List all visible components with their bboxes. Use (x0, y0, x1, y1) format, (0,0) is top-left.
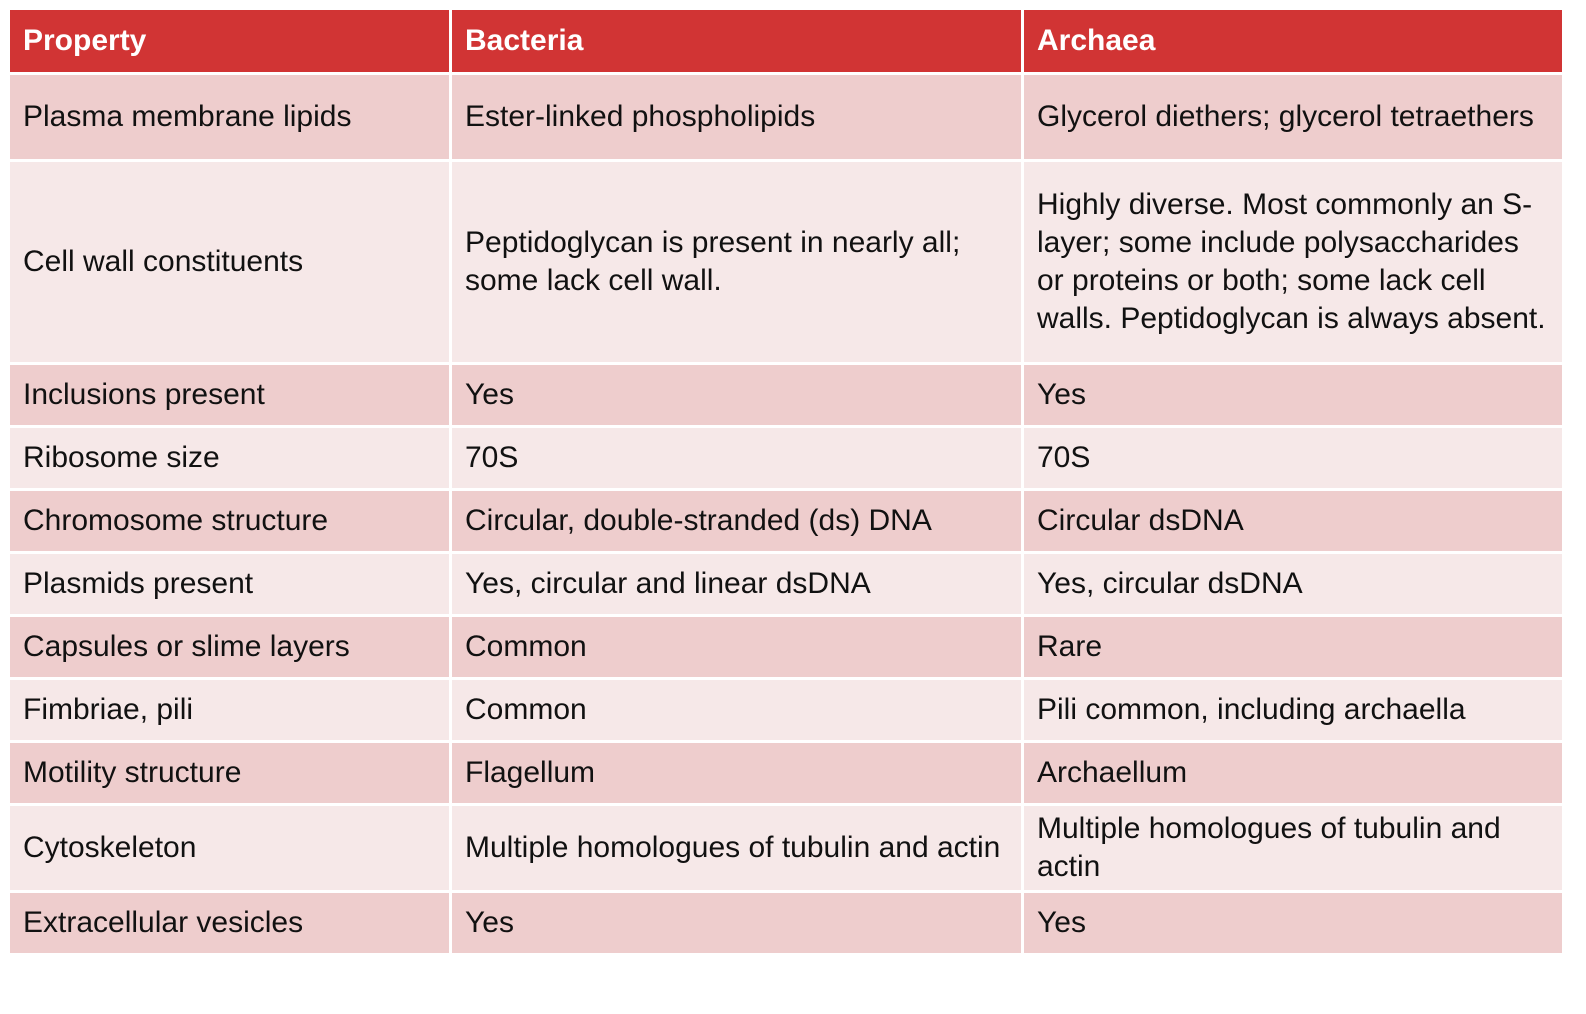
cell-bacteria: Circular, double-stranded (ds) DNA (449, 488, 1024, 554)
cell-bacteria: Common (449, 677, 1024, 743)
cell-archaea: Yes (1021, 890, 1565, 956)
cell-property: Motility structure (7, 740, 452, 806)
cell-archaea: Glycerol diethers; glycerol tetraethers (1021, 72, 1565, 162)
cell-archaea: 70S (1021, 425, 1565, 491)
cell-bacteria: Multiple homologues of tubulin and actin (449, 803, 1024, 893)
table-row: Inclusions present Yes Yes (7, 362, 1565, 428)
table-row: Chromosome structure Circular, double-st… (7, 488, 1565, 554)
cell-bacteria: Flagellum (449, 740, 1024, 806)
header-property: Property (7, 7, 452, 75)
cell-archaea: Pili common, including archaella (1021, 677, 1565, 743)
cell-bacteria: Common (449, 614, 1024, 680)
cell-bacteria: Yes (449, 362, 1024, 428)
cell-archaea: Yes (1021, 362, 1565, 428)
table-row: Plasma membrane lipids Ester-linked phos… (7, 72, 1565, 162)
cell-bacteria: 70S (449, 425, 1024, 491)
cell-property: Capsules or slime layers (7, 614, 452, 680)
cell-archaea: Archaellum (1021, 740, 1565, 806)
cell-bacteria: Ester-linked phospholipids (449, 72, 1024, 162)
cell-bacteria: Yes (449, 890, 1024, 956)
comparison-table-container: Property Bacteria Archaea Plasma membran… (7, 7, 1565, 956)
table-row: Fimbriae, pili Common Pili common, inclu… (7, 677, 1565, 743)
bacteria-archaea-comparison-table: Property Bacteria Archaea Plasma membran… (7, 7, 1565, 956)
header-row: Property Bacteria Archaea (7, 7, 1565, 75)
cell-bacteria: Peptidoglycan is present in nearly all; … (449, 159, 1024, 365)
table-row: Ribosome size 70S 70S (7, 425, 1565, 491)
cell-property: Fimbriae, pili (7, 677, 452, 743)
cell-archaea: Highly diverse. Most commonly an S-layer… (1021, 159, 1565, 365)
cell-property: Inclusions present (7, 362, 452, 428)
cell-archaea: Multiple homologues of tubulin and actin (1021, 803, 1565, 893)
table-row: Cell wall constituents Peptidoglycan is … (7, 159, 1565, 365)
table-row: Plasmids present Yes, circular and linea… (7, 551, 1565, 617)
table-body: Plasma membrane lipids Ester-linked phos… (7, 72, 1565, 956)
cell-archaea: Yes, circular dsDNA (1021, 551, 1565, 617)
table-row: Motility structure Flagellum Archaellum (7, 740, 1565, 806)
cell-property: Plasma membrane lipids (7, 72, 452, 162)
cell-archaea: Circular dsDNA (1021, 488, 1565, 554)
cell-property: Chromosome structure (7, 488, 452, 554)
cell-property: Ribosome size (7, 425, 452, 491)
header-bacteria: Bacteria (449, 7, 1024, 75)
cell-property: Cytoskeleton (7, 803, 452, 893)
table-row: Capsules or slime layers Common Rare (7, 614, 1565, 680)
cell-property: Plasmids present (7, 551, 452, 617)
table-row: Cytoskeleton Multiple homologues of tubu… (7, 803, 1565, 893)
table-header: Property Bacteria Archaea (7, 7, 1565, 75)
cell-archaea: Rare (1021, 614, 1565, 680)
header-archaea: Archaea (1021, 7, 1565, 75)
cell-property: Cell wall constituents (7, 159, 452, 365)
table-row: Extracellular vesicles Yes Yes (7, 890, 1565, 956)
cell-property: Extracellular vesicles (7, 890, 452, 956)
cell-bacteria: Yes, circular and linear dsDNA (449, 551, 1024, 617)
